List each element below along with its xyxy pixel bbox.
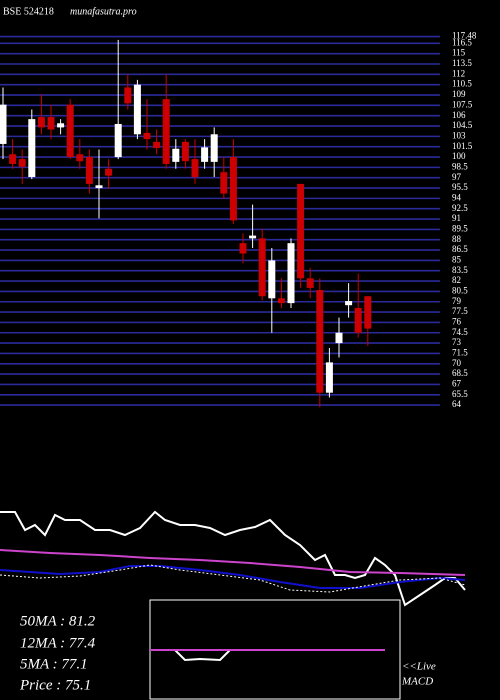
- candle-body: [114, 123, 122, 158]
- y-tick-label: 64: [452, 399, 462, 409]
- candle-body: [249, 235, 257, 239]
- line-series: [0, 564, 466, 593]
- candle-body: [172, 148, 180, 162]
- candle-body: [105, 168, 113, 176]
- y-tick-label: 79: [452, 296, 462, 306]
- y-tick-label: 117.48: [452, 31, 477, 41]
- candle-body: [287, 243, 295, 304]
- candle-body: [76, 154, 84, 162]
- y-tick-label: 89.5: [452, 223, 468, 233]
- y-tick-label: 95.5: [452, 182, 468, 192]
- y-tick-label: 76: [452, 316, 462, 326]
- candle-body: [268, 260, 276, 299]
- candle-body: [95, 185, 103, 189]
- candle-body: [143, 132, 151, 140]
- y-tick-label: 77.5: [452, 306, 468, 316]
- y-tick-label: 97: [452, 172, 462, 182]
- y-tick-label: 107.5: [452, 99, 473, 109]
- y-tick-label: 109: [452, 89, 466, 99]
- y-tick-label: 67: [452, 378, 462, 388]
- line-series: [0, 565, 466, 589]
- stat: 5MA : 77.1: [20, 656, 88, 672]
- y-tick-label: 70: [452, 358, 462, 368]
- y-tick-label: 101.5: [452, 141, 473, 151]
- candle-body: [18, 159, 26, 167]
- y-tick-label: 83.5: [452, 265, 468, 275]
- candle-body: [66, 104, 74, 158]
- y-tick-label: 116.5: [452, 37, 472, 47]
- candle-body: [210, 134, 218, 162]
- candle-body: [325, 362, 333, 393]
- candle-body: [220, 172, 228, 194]
- stat: 12MA : 77.4: [20, 635, 96, 651]
- candle-body: [47, 117, 55, 130]
- candle-body: [239, 243, 247, 254]
- y-tick-label: 71.5: [452, 347, 468, 357]
- symbol: BSE 524218: [3, 6, 54, 17]
- candle-body: [335, 332, 343, 344]
- candle-body: [28, 119, 36, 178]
- candle-body: [9, 154, 17, 164]
- candle-body: [0, 104, 7, 144]
- y-tick-label: 100: [452, 151, 466, 161]
- y-tick-label: 112: [452, 68, 465, 78]
- y-tick-label: 91: [452, 213, 461, 223]
- candle-body: [354, 307, 362, 333]
- y-tick-label: 103: [452, 130, 466, 140]
- candle-body: [133, 84, 141, 135]
- candle-body: [345, 301, 353, 306]
- candle-body: [181, 141, 189, 162]
- candle-body: [316, 290, 324, 393]
- y-tick-label: 106: [452, 110, 466, 120]
- candle-body: [57, 123, 65, 128]
- y-tick-label: 65.5: [452, 389, 468, 399]
- candle-body: [306, 278, 314, 288]
- macd-label: MACD: [401, 676, 433, 688]
- candle-body: [201, 147, 209, 162]
- y-tick-label: 113.5: [452, 58, 472, 68]
- candle-body: [364, 296, 372, 329]
- stat: Price : 75.1: [19, 677, 91, 693]
- candle-body: [162, 99, 170, 164]
- site: munafasutra.pro: [70, 6, 137, 17]
- candle-body: [124, 87, 132, 104]
- live-link[interactable]: <<Live: [402, 661, 436, 673]
- y-tick-label: 68.5: [452, 368, 468, 378]
- y-tick-label: 104.5: [452, 120, 473, 130]
- candle-body: [191, 159, 199, 178]
- y-tick-label: 73: [452, 337, 462, 347]
- candle-body: [229, 157, 237, 221]
- line-series: [0, 549, 466, 576]
- y-tick-label: 98.5: [452, 161, 468, 171]
- y-tick-label: 115: [452, 48, 466, 58]
- y-tick-label: 94: [452, 192, 462, 202]
- stat: 50MA : 81.2: [20, 613, 96, 629]
- candle-body: [258, 238, 266, 297]
- y-tick-label: 86.5: [452, 244, 468, 254]
- y-tick-label: 110.5: [452, 79, 472, 89]
- y-tick-label: 80.5: [452, 285, 468, 295]
- y-tick-label: 88: [452, 234, 462, 244]
- candle-body: [85, 157, 93, 184]
- y-tick-label: 92.5: [452, 203, 468, 213]
- candle-body: [153, 141, 161, 149]
- y-tick-label: 82: [452, 275, 461, 285]
- candle-body: [297, 183, 305, 279]
- candle-body: [37, 117, 45, 128]
- y-tick-label: 74.5: [452, 327, 468, 337]
- y-tick-label: 85: [452, 254, 462, 264]
- candle-body: [277, 298, 285, 304]
